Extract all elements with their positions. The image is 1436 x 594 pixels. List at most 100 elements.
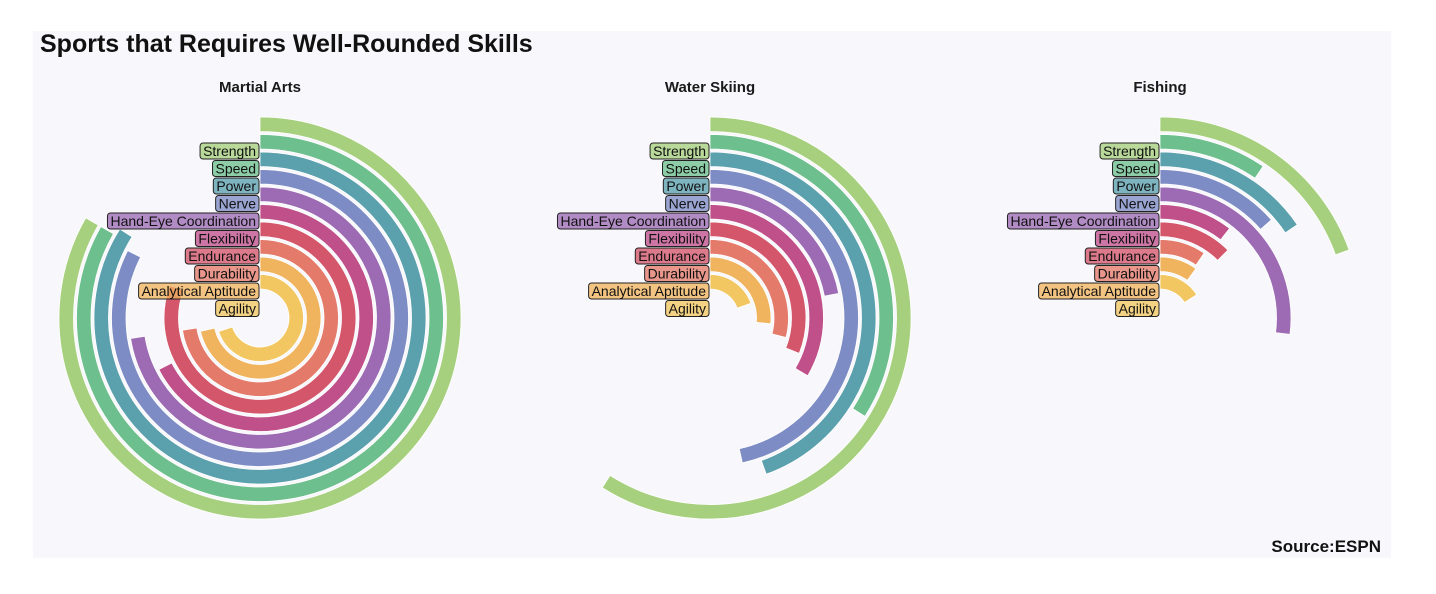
bar-hand-eye-coordination xyxy=(130,186,392,450)
label-box xyxy=(1094,265,1160,282)
label-text: Durability xyxy=(1098,266,1156,282)
label-box xyxy=(215,195,260,212)
label-speed: Speed xyxy=(1112,160,1160,177)
chart-title: Sports that Requires Well-Rounded Skills xyxy=(40,30,533,58)
bar-nerve xyxy=(111,169,409,467)
label-text: Hand-Eye Coordination xyxy=(560,213,706,229)
label-agility: Agility xyxy=(215,300,260,317)
label-text: Analytical Aptitude xyxy=(142,283,257,299)
label-box xyxy=(184,247,260,265)
label-power: Power xyxy=(1112,177,1160,195)
label-text: Analytical Aptitude xyxy=(1042,283,1157,299)
label-box xyxy=(665,300,710,317)
label-box xyxy=(1112,177,1160,195)
label-text: Nerve xyxy=(219,196,257,212)
bar-strength xyxy=(1159,116,1350,256)
label-speed: Speed xyxy=(212,160,260,177)
label-text: Flexibility xyxy=(1098,231,1156,247)
label-analytical-aptitude: Analytical Aptitude xyxy=(588,282,710,300)
label-text: Analytical Aptitude xyxy=(592,283,707,299)
bar-endurance xyxy=(1159,221,1229,261)
label-text: Flexibility xyxy=(648,231,706,247)
bar-nerve xyxy=(709,169,859,464)
bar-agility xyxy=(709,274,752,309)
bar-agility xyxy=(218,274,304,362)
bar-agility xyxy=(1159,274,1198,304)
label-box xyxy=(665,195,710,212)
label-hand-eye-coordination: Hand-Eye Coordination xyxy=(556,212,710,230)
label-text: Agility xyxy=(1119,301,1156,317)
label-box xyxy=(212,177,260,195)
bar-hand-eye-coordination xyxy=(709,186,840,297)
label-text: Power xyxy=(666,178,706,194)
label-text: Power xyxy=(1116,178,1156,194)
label-durability: Durability xyxy=(1094,265,1160,282)
label-hand-eye-coordination: Hand-Eye Coordination xyxy=(106,212,260,230)
bar-analytical-aptitude xyxy=(199,256,322,380)
label-text: Durability xyxy=(648,266,706,282)
label-box xyxy=(588,282,710,300)
bar-strength xyxy=(601,116,912,520)
bar-power xyxy=(1159,151,1298,234)
label-text: Agility xyxy=(669,301,706,317)
label-text: Endurance xyxy=(1088,248,1156,264)
bar-durability xyxy=(709,239,789,339)
label-endurance: Endurance xyxy=(634,247,710,265)
facet-title: Martial Arts xyxy=(219,79,301,96)
label-agility: Agility xyxy=(665,300,710,317)
label-box xyxy=(1094,230,1160,247)
label-speed: Speed xyxy=(662,160,710,177)
bar-flexibility xyxy=(1159,204,1231,241)
bar-speed xyxy=(76,134,444,502)
label-box xyxy=(649,142,710,160)
facet-title: Water Skiing xyxy=(665,79,755,96)
bar-analytical-aptitude xyxy=(709,256,772,325)
label-text: Durability xyxy=(198,266,256,282)
label-box xyxy=(644,265,710,282)
label-box xyxy=(1038,282,1160,300)
label-box xyxy=(644,230,710,247)
label-text: Power xyxy=(216,178,256,194)
label-strength: Strength xyxy=(649,142,710,160)
label-text: Strength xyxy=(1103,143,1156,159)
label-analytical-aptitude: Analytical Aptitude xyxy=(138,282,260,300)
label-box xyxy=(1099,142,1160,160)
label-text: Hand-Eye Coordination xyxy=(110,213,256,229)
label-power: Power xyxy=(212,177,260,195)
label-text: Strength xyxy=(203,143,256,159)
label-box xyxy=(1115,300,1160,317)
bar-hand-eye-coordination xyxy=(1159,186,1292,335)
label-nerve: Nerve xyxy=(1115,195,1160,212)
label-box xyxy=(662,160,710,177)
label-hand-eye-coordination: Hand-Eye Coordination xyxy=(1006,212,1160,230)
source-caption: Source:ESPN xyxy=(1271,537,1381,556)
label-power: Power xyxy=(662,177,710,195)
label-text: Flexibility xyxy=(198,231,256,247)
label-strength: Strength xyxy=(1099,142,1160,160)
label-flexibility: Flexibility xyxy=(194,230,260,247)
label-text: Endurance xyxy=(638,248,706,264)
bar-strength xyxy=(58,116,462,520)
bar-analytical-aptitude xyxy=(1159,256,1197,281)
label-box xyxy=(194,230,260,247)
label-text: Speed xyxy=(1116,161,1156,177)
label-text: Speed xyxy=(666,161,706,177)
bar-speed xyxy=(1159,134,1264,179)
label-analytical-aptitude: Analytical Aptitude xyxy=(1038,282,1160,300)
label-text: Strength xyxy=(653,143,706,159)
label-box xyxy=(106,212,260,230)
bar-power xyxy=(93,151,427,485)
label-nerve: Nerve xyxy=(215,195,260,212)
label-strength: Strength xyxy=(199,142,260,160)
label-box xyxy=(1112,160,1160,177)
label-box xyxy=(212,160,260,177)
label-box xyxy=(215,300,260,317)
bar-flexibility xyxy=(158,204,374,432)
label-text: Speed xyxy=(216,161,256,177)
bar-endurance xyxy=(709,221,807,354)
label-box xyxy=(662,177,710,195)
bar-durability xyxy=(1159,239,1205,266)
label-box xyxy=(1084,247,1160,265)
